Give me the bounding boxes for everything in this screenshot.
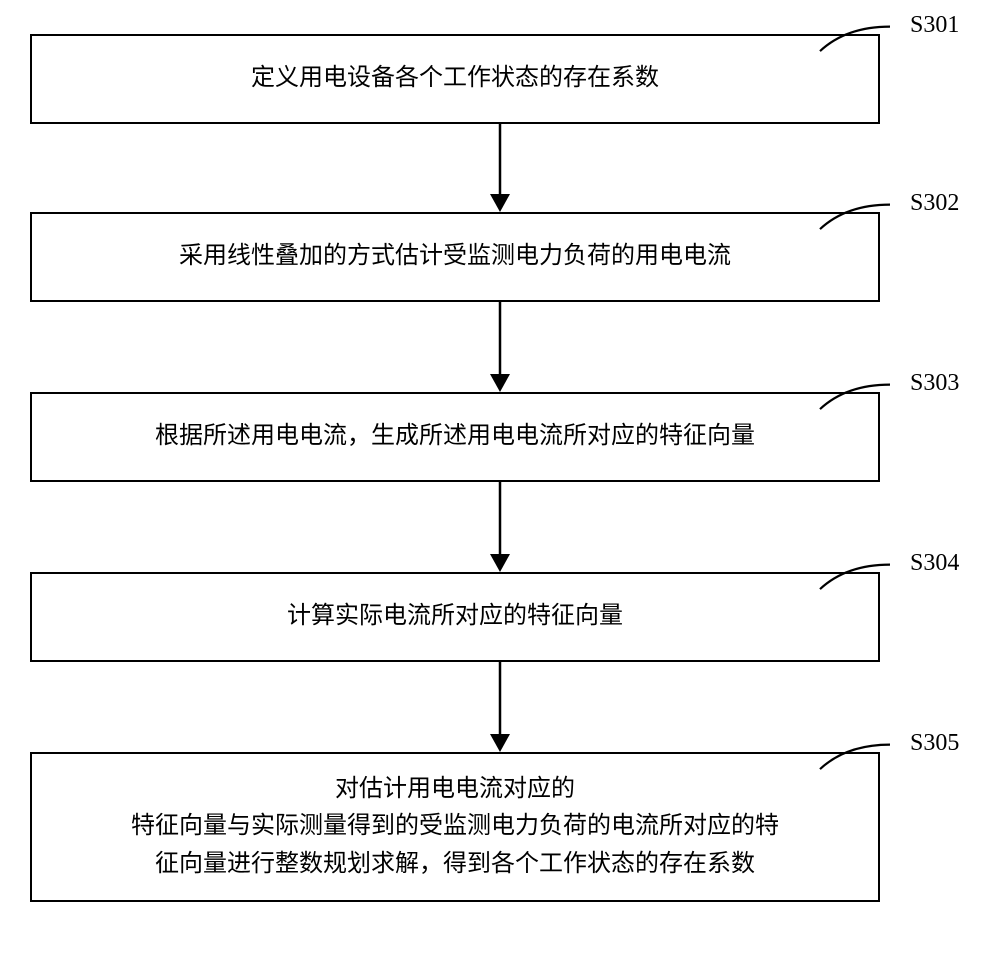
step-label-s302: S302 — [910, 190, 959, 217]
flowchart-container: 定义用电设备各个工作状态的存在系数 S301 采用线性叠加的方式估计受监测电力负… — [0, 0, 1000, 960]
leader-tick-s302 — [820, 196, 890, 236]
step-box-s301: 定义用电设备各个工作状态的存在系数 — [30, 34, 880, 124]
step-text: 对估计用电电流对应的 特征向量与实际测量得到的受监测电力负荷的电流所对应的特 征… — [131, 771, 779, 883]
step-box-s305: 对估计用电电流对应的 特征向量与实际测量得到的受监测电力负荷的电流所对应的特 征… — [30, 752, 880, 902]
step-box-s302: 采用线性叠加的方式估计受监测电力负荷的用电电流 — [30, 212, 880, 302]
step-text: 定义用电设备各个工作状态的存在系数 — [251, 60, 659, 97]
leader-tick-s303 — [820, 376, 890, 416]
arrow-s301-s302 — [485, 124, 515, 212]
step-box-s303: 根据所述用电电流，生成所述用电电流所对应的特征向量 — [30, 392, 880, 482]
step-text: 采用线性叠加的方式估计受监测电力负荷的用电电流 — [179, 238, 731, 275]
leader-tick-s304 — [820, 556, 890, 596]
arrow-s302-s303 — [485, 302, 515, 392]
step-label-s303: S303 — [910, 370, 959, 397]
step-label-s305: S305 — [910, 730, 959, 757]
step-text: 根据所述用电电流，生成所述用电电流所对应的特征向量 — [155, 418, 755, 455]
leader-tick-s301 — [820, 18, 890, 58]
step-text: 计算实际电流所对应的特征向量 — [287, 598, 623, 635]
arrow-s303-s304 — [485, 482, 515, 572]
leader-tick-s305 — [820, 736, 890, 776]
arrow-s304-s305 — [485, 662, 515, 752]
step-label-s304: S304 — [910, 550, 959, 577]
step-label-s301: S301 — [910, 12, 959, 39]
step-box-s304: 计算实际电流所对应的特征向量 — [30, 572, 880, 662]
